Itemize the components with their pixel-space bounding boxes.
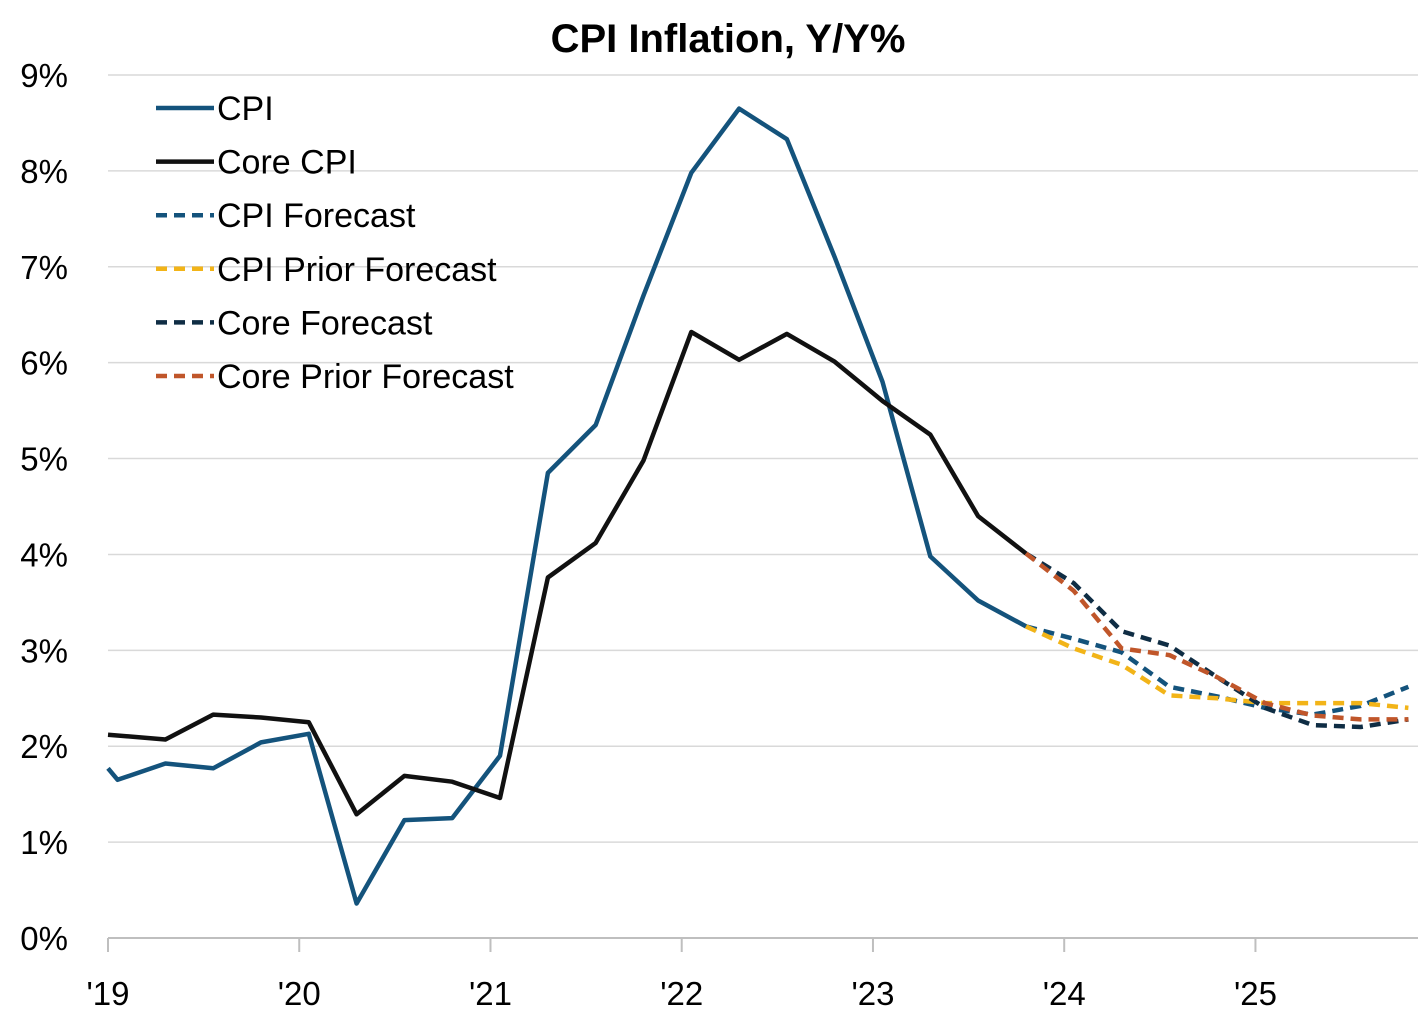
x-tick-label: '23 (851, 975, 894, 1012)
legend-label-core-forecast: Core Forecast (217, 304, 433, 342)
series-line-core-forecast (1024, 551, 1409, 730)
legend-label-core-prior-forecast: Core Prior Forecast (217, 358, 514, 396)
axes: 0% 1% 2% 3% 4% 5% 6% 7% 8% 9% '19 '20 '21 '22 '23 '24 '2… (20, 57, 1418, 1012)
chart-title: CPI Inflation, Y/Y% (551, 17, 906, 61)
y-tick-label: 4% (20, 536, 68, 573)
y-tick-label: 9% (20, 57, 68, 94)
x-tick-label: '25 (1234, 975, 1277, 1012)
y-tick-label: 0% (20, 920, 68, 957)
y-tick-label: 2% (20, 728, 68, 765)
series-lines (106, 106, 1410, 906)
y-tick-label: 7% (20, 249, 68, 286)
x-tick-label: '19 (86, 975, 129, 1012)
y-tick-label: 1% (20, 824, 68, 861)
x-tick-label: '20 (278, 975, 321, 1012)
series-line-core-prior-forecast (1024, 551, 1409, 722)
series-line-cpi (106, 106, 1028, 906)
x-tick-label: '21 (469, 975, 512, 1012)
y-tick-label: 3% (20, 632, 68, 669)
series-line-cpi-prior-forecast (1025, 624, 1409, 711)
x-tick-label: '24 (1043, 975, 1086, 1012)
series-line-core-cpi (107, 329, 1028, 817)
legend-label-cpi-prior-forecast: CPI Prior Forecast (217, 251, 497, 289)
legend-label-core-cpi: Core CPI (217, 144, 357, 182)
legend: CPI Core CPI CPI Forecast CPI Prior Forecas… (156, 90, 514, 396)
y-tick-label: 5% (20, 441, 68, 478)
x-tick-label: '22 (660, 975, 703, 1012)
y-tick-label: 8% (20, 153, 68, 190)
legend-label-cpi-forecast: CPI Forecast (217, 197, 416, 235)
legend-label-cpi: CPI (217, 90, 274, 128)
gridlines (108, 74, 1418, 843)
y-tick-label: 6% (20, 345, 68, 382)
series-line-cpi-forecast (1025, 624, 1410, 717)
